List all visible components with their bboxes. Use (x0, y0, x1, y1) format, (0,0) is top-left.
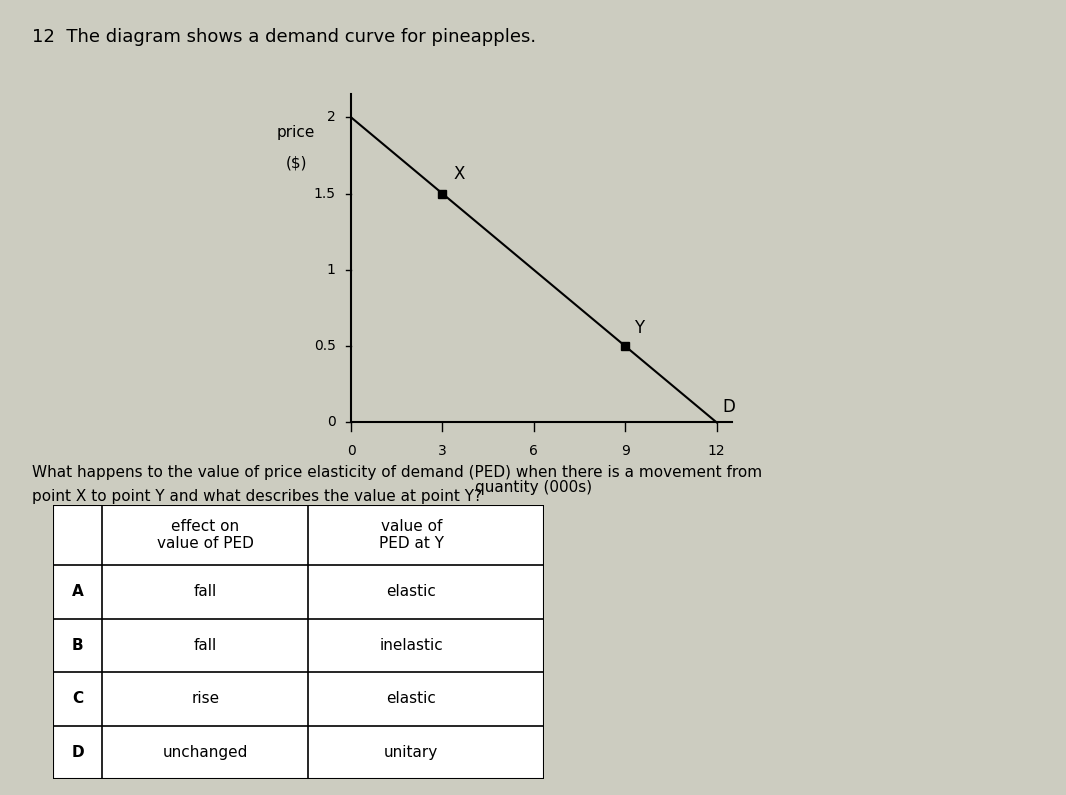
Text: unitary: unitary (384, 745, 438, 760)
Text: 2: 2 (327, 111, 336, 124)
Text: D: D (723, 398, 736, 417)
Text: ($): ($) (286, 156, 307, 171)
Text: 12: 12 (708, 444, 725, 458)
Text: 1: 1 (327, 263, 336, 277)
Text: D: D (71, 745, 84, 760)
Text: effect on
value of PED: effect on value of PED (157, 519, 254, 551)
Text: A: A (71, 584, 84, 599)
Text: B: B (72, 638, 83, 653)
Text: elastic: elastic (386, 584, 436, 599)
Text: 1.5: 1.5 (313, 187, 336, 200)
Text: quantity (000s): quantity (000s) (475, 480, 593, 495)
Text: value of
PED at Y: value of PED at Y (378, 519, 443, 551)
Text: 12  The diagram shows a demand curve for pineapples.: 12 The diagram shows a demand curve for … (32, 28, 536, 46)
Text: 6: 6 (530, 444, 538, 458)
Text: point X to point Y and what describes the value at point Y?: point X to point Y and what describes th… (32, 489, 482, 504)
Text: 9: 9 (620, 444, 630, 458)
Text: X: X (453, 165, 465, 183)
FancyBboxPatch shape (53, 505, 544, 779)
Text: 0: 0 (346, 444, 355, 458)
Text: price: price (277, 125, 316, 140)
Text: 3: 3 (438, 444, 447, 458)
Text: elastic: elastic (386, 692, 436, 707)
Text: C: C (72, 692, 83, 707)
Text: What happens to the value of price elasticity of demand (PED) when there is a mo: What happens to the value of price elast… (32, 465, 762, 480)
Text: Y: Y (634, 319, 644, 337)
Text: fall: fall (194, 584, 217, 599)
Text: 0: 0 (327, 415, 336, 429)
Text: 0.5: 0.5 (313, 339, 336, 353)
Text: fall: fall (194, 638, 217, 653)
Text: rise: rise (191, 692, 220, 707)
Text: inelastic: inelastic (379, 638, 443, 653)
Text: unchanged: unchanged (163, 745, 248, 760)
